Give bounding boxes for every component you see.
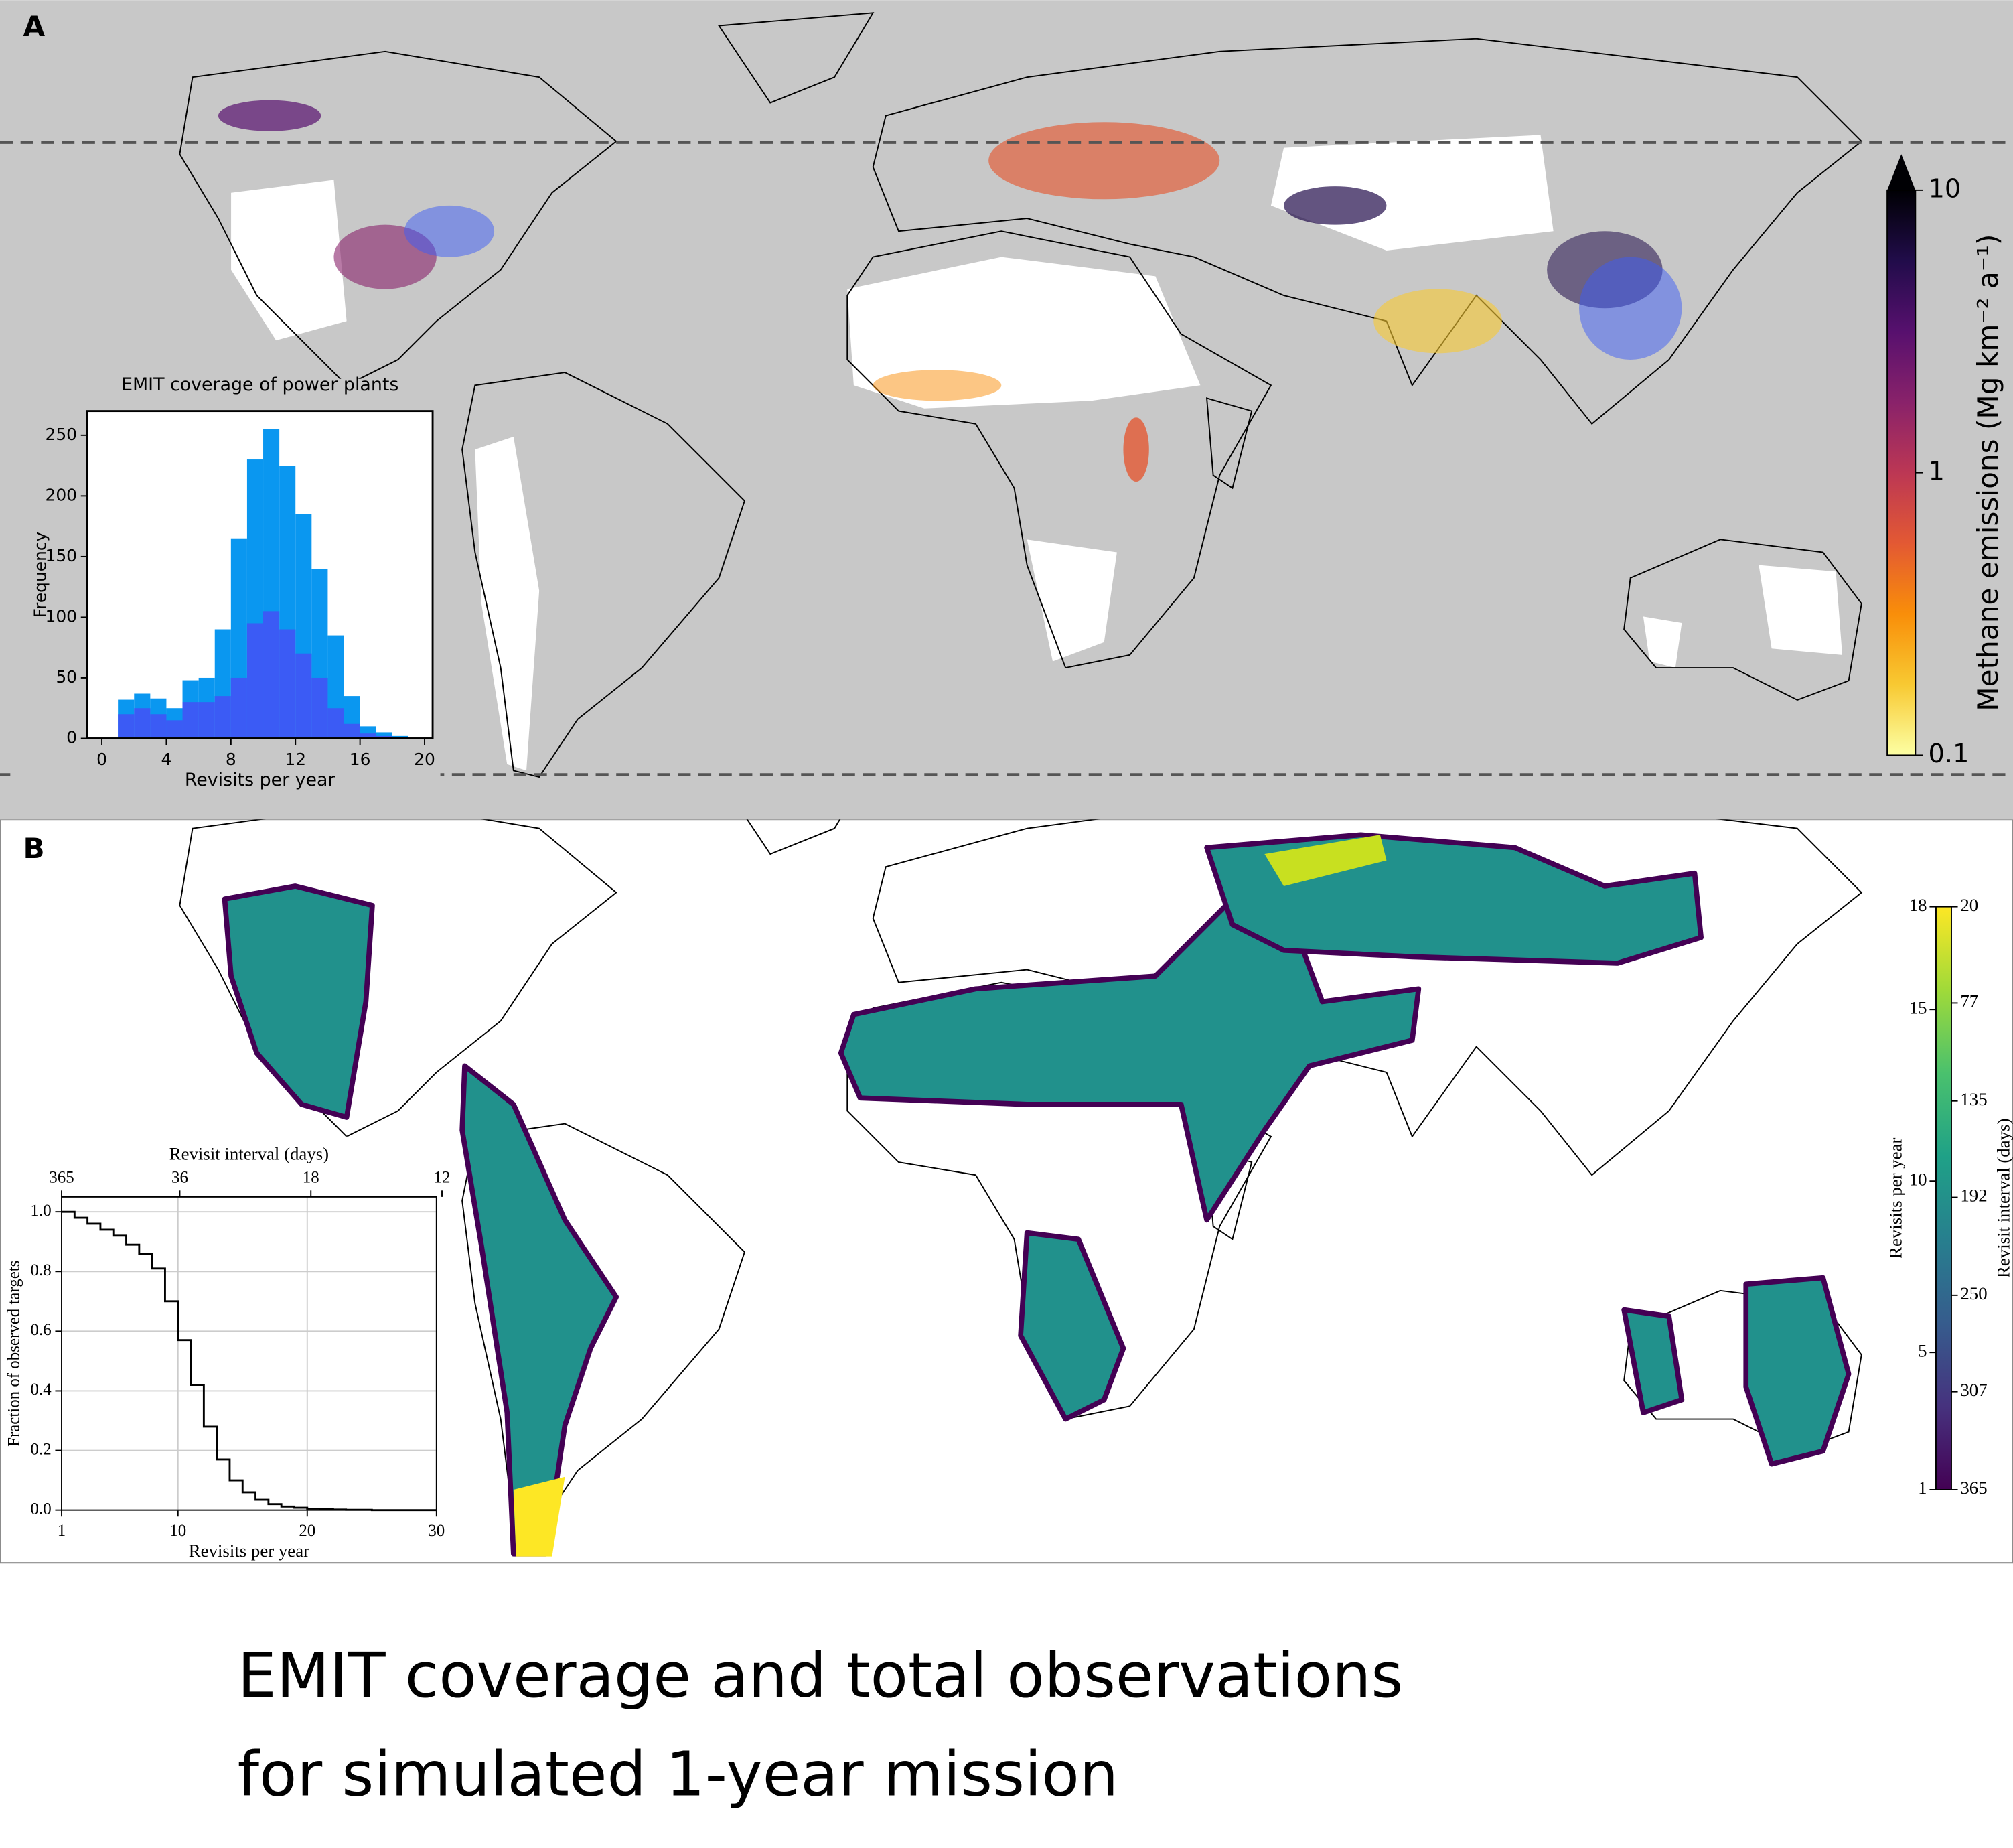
histogram-bar [246,623,264,739]
histogram-bar [327,708,344,739]
colorbar [1886,189,1917,756]
histogram-bar [295,653,312,739]
histogram-bar [182,702,199,739]
histogram-bar [134,708,151,739]
colorbar-tick-label: 10 [1909,1169,1927,1189]
y-tick-label: 0.6 [31,1321,52,1339]
x-tick-label: 20 [299,1522,315,1540]
histogram-bar [214,696,231,739]
revisit-areas [222,832,1852,1557]
colorbar-label: Revisits per year [1886,1138,1906,1259]
x-tick-label: 1 [58,1522,66,1540]
colorbar-label: Methane emissions (Mg km⁻² a⁻¹) [1971,234,2004,711]
high-revisit-area [513,1476,565,1557]
colorbar-tick-label: 15 [1909,997,1927,1017]
y-tick-label: 50 [56,667,77,687]
colorbar-tick-label: 135 [1960,1089,1987,1109]
x2-tick-label: 36 [171,1169,188,1187]
x-tick-label: 16 [350,750,371,769]
y-tick-label: 0.8 [31,1261,52,1279]
x2-axis-label: Revisit interval (days) [169,1144,329,1164]
x-tick-label: 12 [285,750,306,769]
histogram-bar [279,629,296,739]
x-axis-label: Revisits per year [189,1541,309,1561]
histogram-bar [376,735,392,739]
colorbar-tick-label: 77 [1960,991,1978,1011]
histogram-bar [230,677,247,739]
caption: EMIT coverage and total observations [238,1640,1404,1711]
y-tick-label: 1.0 [31,1202,52,1220]
y-tick-label: 0.4 [31,1380,52,1399]
x2-tick-label: 12 [434,1169,451,1187]
histogram-bar [376,732,392,739]
y-tick-label: 150 [45,546,77,565]
colorbar [1935,906,1952,1490]
x-tick-label: 10 [169,1522,186,1540]
y-axis-label: Fraction of observed targets [5,1261,23,1447]
y-tick-label: 0.2 [31,1440,52,1458]
y-tick-label: 0.0 [31,1500,52,1518]
colorbar-label: Revisit interval (days) [1994,1119,2013,1278]
colorbar-tick-label: 5 [1918,1340,1927,1360]
histogram-bar [198,702,215,739]
colorbar-tick-label: 250 [1960,1283,1987,1303]
x2-tick-label: 18 [303,1169,319,1187]
histogram-bar [150,714,167,739]
histogram-bar [263,611,280,739]
colorbar-tick-label: 365 [1960,1478,1987,1498]
high-revisit-area [1264,835,1387,886]
colorbar-tick-label: 18 [1909,895,1927,915]
panel-label: B [23,832,45,865]
x-axis-label: Revisits per year [185,770,336,790]
colorbar-tick-label: 10 [1928,173,1961,204]
y-tick-label: 250 [45,425,77,444]
histogram-bar [311,677,328,739]
histogram-bar [166,720,183,739]
colorbar-tick-label: 1 [1918,1478,1927,1498]
y-tick-label: 200 [45,485,77,504]
histogram-bar [118,714,135,739]
x2-tick-label: 365 [49,1169,74,1187]
x-tick-label: 8 [226,750,236,769]
y-axis-label: Frequency [30,532,50,618]
x-tick-label: 20 [414,750,435,769]
colorbar-tick-label: 0.1 [1928,739,1969,769]
caption: for simulated 1-year mission [238,1739,1118,1810]
colorbar-extension [1887,154,1916,190]
colorbar-tick-label: 192 [1960,1186,1987,1206]
histogram-bar [360,733,376,739]
x-tick-label: 4 [161,750,172,769]
histogram-bar [344,723,360,739]
chart-title: EMIT coverage of power plants [121,374,398,395]
colorbar-tick-label: 1 [1928,456,1944,486]
y-tick-label: 100 [45,606,77,626]
plot-frame [61,1196,437,1511]
y-tick-label: 0 [66,727,77,747]
plot-area [62,1196,437,1510]
plot-frame [86,410,434,739]
colorbar-tick-label: 20 [1960,895,1978,915]
x-tick-label: 0 [96,750,107,769]
x-tick-label: 30 [428,1522,445,1540]
colorbar-tick-label: 307 [1960,1380,1987,1400]
panel-label: A [23,10,46,43]
